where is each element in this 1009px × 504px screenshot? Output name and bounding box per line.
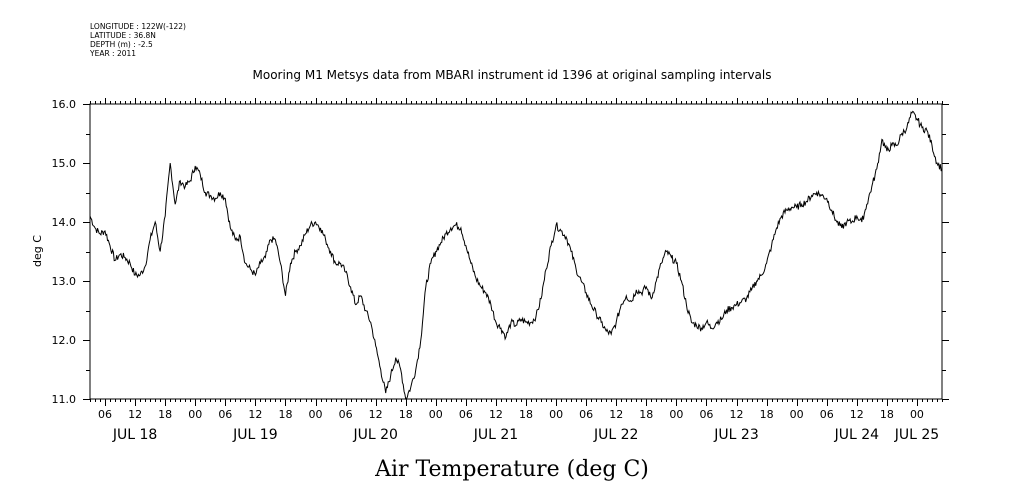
y-tick-label: 15.0	[52, 157, 77, 170]
x-hour-label: 18	[760, 408, 774, 421]
x-hour-label: 00	[309, 408, 323, 421]
plot-frame	[89, 103, 943, 400]
x-hour-label: 18	[519, 408, 533, 421]
x-hour-label: 00	[790, 408, 804, 421]
longitude-label: LONGITUDE : 122W(-122)	[90, 22, 186, 31]
x-hour-label: 00	[188, 408, 202, 421]
x-hour-label: 06	[218, 408, 232, 421]
x-hour-label: 12	[369, 408, 383, 421]
x-day-label: JUL 20	[352, 427, 397, 443]
x-hour-label: 00	[910, 408, 924, 421]
x-hour-label: 18	[639, 408, 653, 421]
x-hour-label: 06	[459, 408, 473, 421]
axes: 06 12 18 00 06 12 18 00 06 12 18 00 06 12 18 00 06 12 18 00…	[52, 98, 949, 443]
x-hour-label: 12	[248, 408, 262, 421]
y-tick-label: 11.0	[52, 393, 77, 406]
air-temperature-line	[89, 110, 943, 400]
x-day-label: JUL 25	[894, 427, 939, 443]
y-tick-label: 13.0	[52, 275, 77, 288]
x-hour-label: 00	[549, 408, 563, 421]
x-hour-label: 18	[399, 408, 413, 421]
x-hour-label: 12	[850, 408, 864, 421]
x-hour-label: 12	[489, 408, 503, 421]
x-hour-label: 00	[669, 408, 683, 421]
y-tick-label: 12.0	[52, 334, 77, 347]
x-hour-label: 12	[730, 408, 744, 421]
x-hour-label: 06	[820, 408, 834, 421]
x-hour-label: 06	[339, 408, 353, 421]
x-hour-label: 18	[158, 408, 172, 421]
x-hour-label: 18	[278, 408, 292, 421]
y-axis-label: deg C	[31, 235, 44, 267]
x-day-label: JUL 21	[473, 427, 518, 443]
x-hour-label: 00	[429, 408, 443, 421]
header-block: LONGITUDE : 122W(-122) LATITUDE : 36.8N …	[89, 22, 186, 58]
year-label: YEAR : 2011	[89, 49, 136, 58]
x-hour-label: 12	[128, 408, 142, 421]
y-tick-label: 16.0	[52, 98, 77, 111]
x-day-label: JUL 18	[112, 427, 157, 443]
y-tick-label: 14.0	[52, 216, 77, 229]
x-axis-title: Air Temperature (deg C)	[374, 457, 649, 482]
x-hour-label: 12	[609, 408, 623, 421]
x-day-label: JUL 19	[232, 427, 277, 443]
latitude-label: LATITUDE : 36.8N	[90, 31, 156, 40]
series-layer	[89, 110, 943, 400]
x-day-label: JUL 24	[834, 427, 880, 443]
depth-label: DEPTH (m) : -2.5	[90, 40, 153, 49]
x-hour-label: 06	[579, 408, 593, 421]
x-day-label: JUL 22	[593, 427, 638, 443]
chart-title: Mooring M1 Metsys data from MBARI instru…	[253, 68, 772, 82]
x-day-label: JUL 23	[713, 427, 758, 443]
x-hour-label: 06	[98, 408, 112, 421]
x-hour-label: 06	[699, 408, 713, 421]
x-hour-label: 18	[880, 408, 894, 421]
